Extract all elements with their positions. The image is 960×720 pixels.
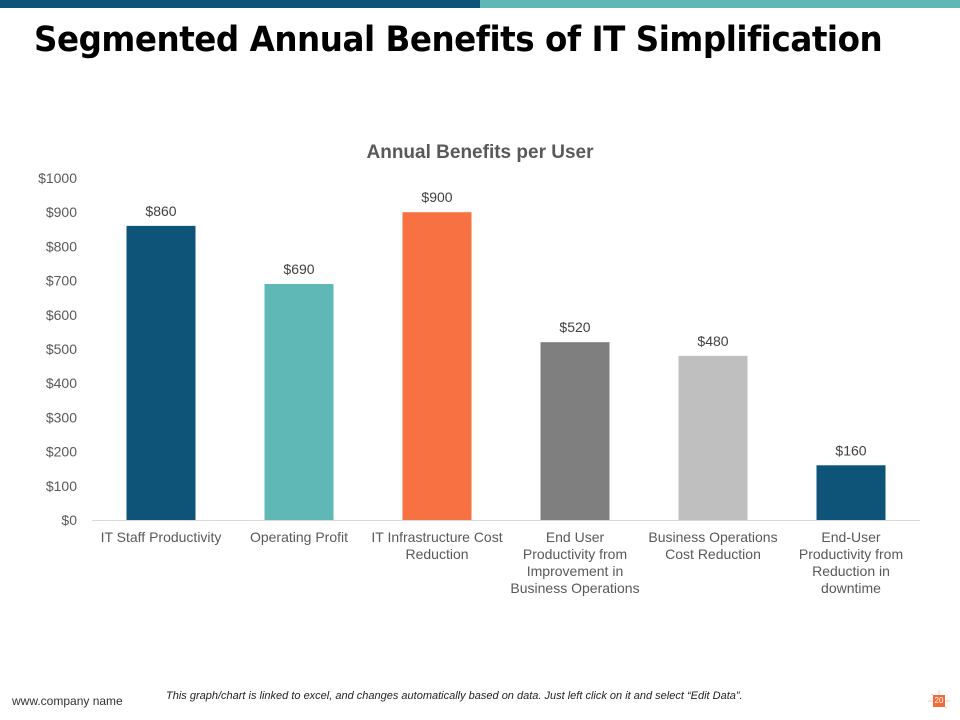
x-tick-label: Operating Profit	[250, 529, 348, 545]
x-tick-label: End-User Productivity from Reduction in dow…	[799, 529, 903, 596]
bar[interactable]	[264, 284, 334, 520]
y-tick-label: $900	[46, 204, 77, 220]
x-tick-label: End User Productivity from Improvement in B…	[510, 529, 639, 596]
y-tick-label: $600	[46, 307, 77, 323]
data-label: $480	[697, 333, 728, 349]
bar[interactable]	[816, 465, 886, 520]
bar[interactable]	[678, 355, 748, 520]
chart-title: Annual Benefits per User	[367, 142, 595, 163]
footer-note: This graph/chart is linked to excel, and…	[166, 690, 743, 702]
bar[interactable]	[126, 225, 196, 520]
y-tick-label: $500	[46, 341, 77, 357]
data-label: $160	[835, 442, 866, 458]
x-tick-label: IT Staff Productivity	[101, 529, 222, 545]
slide-title: Segmented Annual Benefits of IT Simplifi…	[34, 20, 883, 60]
data-label: $690	[283, 261, 314, 277]
footer-website: www.company name	[12, 694, 123, 708]
y-tick-label: $200	[46, 444, 77, 460]
y-axis: $0 $100 $200 $300 $400 $500 $600 $700 $800 $900 $1…	[38, 170, 77, 528]
y-tick-label: $400	[46, 375, 77, 391]
y-tick-label: $300	[46, 409, 77, 425]
data-label: $520	[559, 319, 590, 335]
bars: $860 $690 $900 $520 $480 $160	[126, 189, 886, 520]
page-number: 20	[933, 695, 945, 707]
top-bar-right	[480, 0, 960, 8]
data-label: $900	[421, 189, 452, 205]
x-tick-label: IT Infrastructure Cost Reduction	[371, 529, 502, 562]
y-tick-label: $100	[46, 478, 77, 494]
y-tick-label: $700	[46, 273, 77, 289]
data-label: $860	[145, 203, 176, 219]
x-axis-labels: IT Staff Productivity Operating Profit IT …	[101, 529, 904, 596]
y-tick-label: $800	[46, 238, 77, 254]
y-tick-label: $1000	[38, 170, 77, 186]
top-bar-left	[0, 0, 480, 8]
bar[interactable]	[402, 212, 472, 520]
y-tick-label: $0	[61, 512, 77, 528]
bar-chart[interactable]: Annual Benefits per User $0$100$200$300$…	[0, 0, 960, 640]
x-tick-label: Business Operations Cost Reduction	[648, 529, 777, 562]
bar[interactable]	[540, 342, 610, 520]
